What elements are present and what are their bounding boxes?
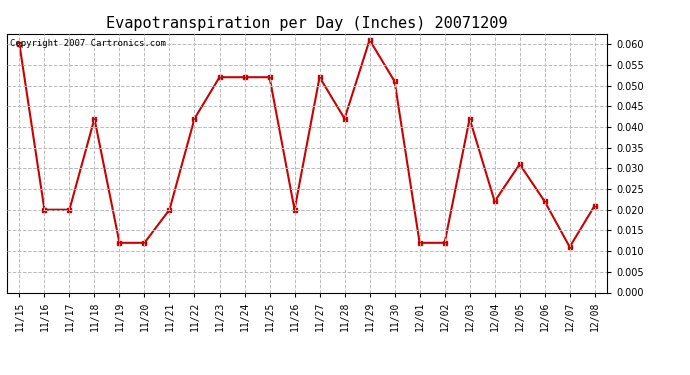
Title: Evapotranspiration per Day (Inches) 20071209: Evapotranspiration per Day (Inches) 2007… (106, 16, 508, 31)
Text: Copyright 2007 Cartronics.com: Copyright 2007 Cartronics.com (10, 39, 166, 48)
